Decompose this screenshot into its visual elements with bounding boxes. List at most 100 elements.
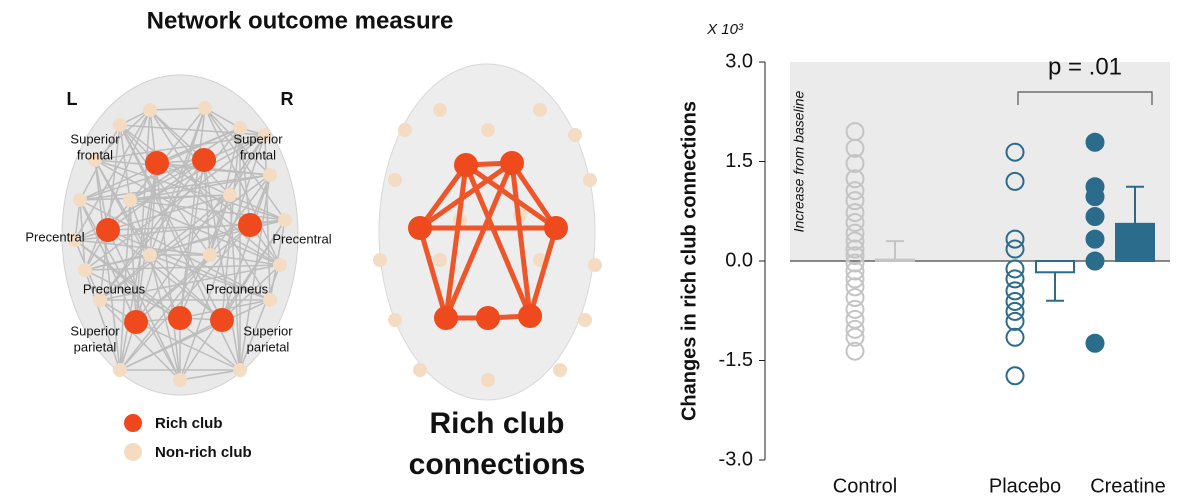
data-point: [845, 169, 865, 189]
data-point: [845, 277, 865, 297]
subtitle: Rich club: [429, 407, 564, 440]
data-point: [845, 213, 865, 233]
edge: [209, 174, 271, 256]
edge: [221, 174, 271, 321]
edge: [129, 174, 271, 201]
rich-node: [434, 306, 458, 330]
edge: [94, 109, 151, 161]
edge: [79, 199, 271, 301]
rich-node: [124, 310, 148, 334]
edge: [129, 199, 281, 266]
y-tick-label: -1.5: [719, 349, 753, 371]
data-point: [1085, 251, 1105, 271]
node: [203, 248, 217, 262]
edge: [149, 107, 206, 256]
edge: [149, 107, 206, 111]
rich-node: [192, 148, 216, 172]
node: [388, 313, 402, 327]
node: [113, 363, 127, 377]
edge: [84, 109, 151, 271]
node: [588, 258, 602, 272]
edge: [84, 134, 266, 271]
region-label: Precentral: [272, 231, 331, 246]
edge: [79, 199, 137, 323]
node: [258, 128, 272, 142]
edge: [149, 109, 205, 161]
node: [198, 101, 212, 115]
edge: [129, 199, 137, 323]
node: [143, 103, 157, 117]
data-point: [845, 287, 865, 307]
data-point: [845, 153, 865, 173]
edge: [129, 159, 205, 201]
mean-bar: [875, 258, 915, 263]
y-unit: X 10³: [706, 21, 744, 38]
region-label: frontal: [77, 147, 113, 162]
node: [173, 373, 187, 387]
node: [398, 123, 412, 137]
data-point: [845, 261, 865, 281]
edge: [119, 124, 251, 226]
x-tick-label: Creatine: [1090, 475, 1166, 497]
node: [88, 153, 102, 167]
data-point: [1005, 229, 1025, 249]
region-label: Precuneus: [83, 281, 146, 296]
edge: [74, 109, 151, 241]
region-label: Superior: [243, 323, 293, 338]
node: [373, 253, 387, 267]
data-point: [845, 327, 865, 347]
data-point: [845, 253, 865, 273]
edge: [135, 254, 211, 323]
edge: [229, 134, 266, 196]
node: [223, 188, 237, 202]
data-point: [845, 269, 865, 289]
rich-edge: [417, 227, 449, 319]
edge: [99, 124, 121, 301]
edge: [149, 162, 158, 256]
p-value: p = .01: [1048, 53, 1122, 80]
data-point: [845, 299, 865, 319]
node: [143, 248, 157, 262]
edge: [129, 199, 286, 221]
node: [481, 373, 495, 387]
edge: [99, 194, 231, 301]
data-point: [845, 203, 865, 223]
data-point: [1005, 171, 1025, 191]
data-point: [845, 181, 865, 201]
node: [263, 168, 277, 182]
node: [123, 193, 137, 207]
data-point: [845, 239, 865, 259]
subtitle: connections: [409, 448, 586, 481]
legend-swatch: [124, 443, 142, 461]
rich-node: [518, 304, 542, 328]
data-point: [845, 191, 865, 211]
edge: [239, 174, 271, 371]
edge: [209, 254, 281, 266]
node: [553, 363, 567, 377]
data-point: [1005, 291, 1025, 311]
edge: [149, 254, 181, 381]
significance-bracket: [1017, 91, 1153, 105]
legend-label: Non-rich club: [155, 444, 252, 461]
node: [93, 293, 107, 307]
hemisphere-label: R: [281, 89, 294, 109]
rich-edge: [509, 161, 559, 230]
node: [413, 363, 427, 377]
rich-node: [238, 213, 262, 237]
region-label: Superior: [70, 323, 120, 338]
edge: [79, 174, 271, 201]
edge: [229, 194, 241, 371]
data-point: [1005, 269, 1025, 289]
data-point: [1085, 207, 1105, 227]
x-tick-label: Placebo: [989, 475, 1061, 497]
edge: [119, 254, 211, 371]
rich-edge: [443, 164, 469, 319]
rich-edge: [464, 162, 558, 231]
node: [388, 173, 402, 187]
data-point: [1005, 311, 1025, 331]
node: [578, 313, 592, 327]
edge: [179, 369, 241, 381]
region-label: Precuneus: [206, 281, 269, 296]
